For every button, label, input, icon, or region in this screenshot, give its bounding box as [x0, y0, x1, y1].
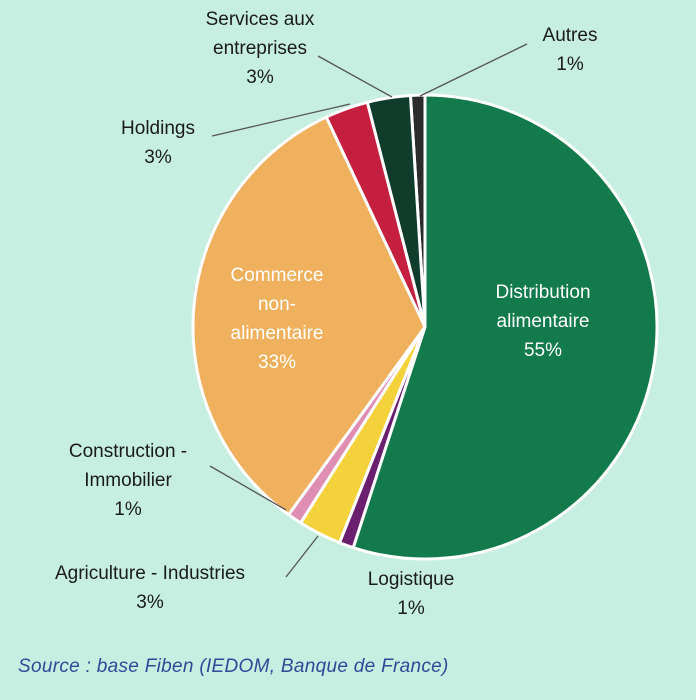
- slice-label: Commerce non-alimentaire 33%: [220, 261, 335, 377]
- label-name: Commerce non-alimentaire: [230, 265, 324, 344]
- label-name: Agriculture - Industries: [54, 563, 246, 584]
- leader-line: [211, 103, 351, 137]
- label-name: Construction - Immobilier: [68, 441, 188, 491]
- leader-line: [317, 55, 393, 98]
- label-name: Autres: [542, 25, 598, 46]
- label-value: 33%: [257, 352, 297, 373]
- leader-line: [285, 535, 319, 578]
- label-name: Logistique: [367, 569, 455, 590]
- slice-label: Agriculture - Industries 3%: [0, 559, 300, 617]
- slice-label: Logistique 1%: [346, 565, 476, 623]
- label-name: Distribution alimentaire: [495, 282, 591, 332]
- label-value: 1%: [556, 54, 584, 75]
- pie-slice: [191, 115, 427, 517]
- slice-label: Construction - Immobilier 1%: [38, 437, 218, 524]
- label-value: 3%: [136, 592, 164, 613]
- label-value: 55%: [523, 340, 563, 361]
- label-value: 1%: [397, 598, 425, 619]
- label-name: Services aux entreprises: [205, 9, 315, 59]
- pie-slice: [351, 93, 659, 561]
- slice-label: Autres 1%: [520, 21, 620, 79]
- label-name: Holdings: [121, 118, 195, 139]
- slice-label: Services aux entreprises 3%: [175, 5, 345, 92]
- label-value: 1%: [114, 499, 142, 520]
- slice-label: Holdings 3%: [98, 114, 218, 172]
- label-value: 3%: [246, 67, 274, 88]
- label-value: 3%: [144, 147, 172, 168]
- leader-line: [209, 465, 287, 511]
- source-note: Source : base Fiben (IEDOM, Banque de Fr…: [18, 656, 449, 677]
- slice-label: Distribution alimentaire 55%: [468, 278, 618, 365]
- leader-line: [419, 43, 528, 97]
